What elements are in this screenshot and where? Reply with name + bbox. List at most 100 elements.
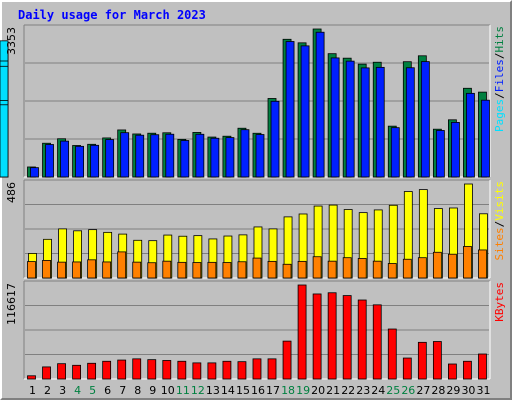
bar-files-day-3 [60,140,69,178]
bar-files-day-23 [360,67,370,178]
bar-sites-day-8 [132,261,142,279]
bar-files-day-1 [30,167,39,178]
bar-sites-day-21 [327,260,337,279]
day-label-20: 20 [311,384,325,397]
day-label-8: 8 [134,384,141,397]
bar-kbytes-day-27 [417,341,427,380]
bar-files-day-17 [270,100,280,178]
legend-separator: / [493,221,506,228]
bar-files-day-13 [210,137,220,178]
bar-kbytes-day-3 [57,363,66,380]
bar-files-day-18 [285,41,295,178]
bar-kbytes-day-5 [87,362,97,380]
bar-sites-day-31 [478,249,487,279]
bar-files-day-28 [435,130,445,178]
legend-item-files: Files [493,59,506,92]
bar-files-day-2 [45,144,54,178]
day-label-27: 27 [416,384,430,397]
day-label-3: 3 [59,384,66,397]
day-label-12: 12 [191,384,205,397]
bar-sites-day-13 [207,261,217,279]
bar-kbytes-day-10 [162,360,172,380]
bar-sites-day-1 [27,261,36,279]
day-label-29: 29 [446,384,460,397]
bar-kbytes-day-26 [402,357,412,380]
bar-sites-day-24 [372,260,382,279]
bar-sites-day-7 [117,251,127,279]
bar-sites-day-28 [432,251,442,279]
legend-item-sites: Sites [493,227,506,260]
bar-sites-day-29 [448,253,457,279]
bar-kbytes-day-28 [432,341,442,380]
bar-files-day-27 [420,61,430,178]
day-label-17: 17 [266,384,280,397]
bar-kbytes-day-2 [42,366,51,380]
bar-files-day-20 [315,31,325,178]
bar-sites-day-30 [463,246,472,279]
day-label-1: 1 [29,384,36,397]
day-label-9: 9 [149,384,156,397]
bar-kbytes-day-14 [222,360,232,380]
bar-kbytes-day-29 [448,363,457,380]
day-label-19: 19 [296,384,310,397]
day-label-31: 31 [476,384,490,397]
chart-title: Daily usage for March 2023 [18,8,206,22]
day-label-30: 30 [461,384,475,397]
bar-files-day-29 [451,121,460,178]
bar-kbytes-day-20 [312,293,322,380]
bar-files-day-16 [255,134,265,178]
bar-sites-day-2 [42,259,51,279]
legend-item-visits: Visits [493,181,506,221]
bar-sites-day-12 [192,262,202,279]
bar-kbytes-day-25 [387,328,397,380]
panel-visits-sites-max-label: 486 [5,182,18,203]
bar-kbytes-day-7 [117,359,127,380]
day-label-18: 18 [281,384,295,397]
day-label-21: 21 [326,384,340,397]
day-label-6: 6 [104,384,111,397]
bar-kbytes-day-17 [267,358,277,380]
bar-kbytes-day-31 [478,353,487,380]
panel-hits-files-pages-legend: Pages/Files/Hits [493,26,506,132]
day-label-14: 14 [221,384,235,397]
bar-sites-day-20 [312,256,322,279]
bar-sites-day-18 [282,263,292,279]
panel-kbytes-max-label: 116617 [5,283,18,325]
bar-sites-day-23 [357,258,367,279]
bar-sites-day-15 [237,261,247,279]
bar-sites-day-17 [267,260,277,279]
day-label-2: 2 [44,384,51,397]
bar-files-day-15 [240,129,250,178]
bar-files-day-7 [120,132,130,178]
bar-kbytes-day-18 [282,340,292,380]
day-label-13: 13 [206,384,220,397]
bar-kbytes-day-23 [357,299,367,380]
day-label-24: 24 [371,384,385,397]
bar-files-day-8 [135,134,145,178]
day-label-22: 22 [341,384,355,397]
bar-files-day-19 [300,45,310,178]
bar-kbytes-day-24 [372,304,382,380]
day-label-26: 26 [401,384,415,397]
panel-kbytes: 116617 KBytes [5,280,506,380]
bar-sites-day-19 [297,260,307,279]
bar-kbytes-day-15 [237,361,247,380]
day-label-11: 11 [176,384,190,397]
day-label-5: 5 [89,384,96,397]
bar-pages-day-31 [0,104,9,178]
day-label-23: 23 [356,384,370,397]
legend-item-hits: Hits [493,26,506,53]
panel-visits-sites: 486 Sites/Visits [5,179,506,279]
legend-separator: / [493,53,506,60]
bar-kbytes-day-13 [207,362,217,380]
bar-files-day-24 [375,66,385,178]
bar-sites-day-9 [147,262,157,279]
bar-kbytes-day-16 [252,358,262,380]
bar-files-day-21 [330,57,340,178]
bar-files-day-4 [75,145,84,178]
bar-sites-day-6 [102,261,112,279]
panel-hits-files-pages-max-label: 3353 [5,27,18,55]
bar-files-day-12 [195,133,205,178]
bar-sites-day-16 [252,257,262,279]
